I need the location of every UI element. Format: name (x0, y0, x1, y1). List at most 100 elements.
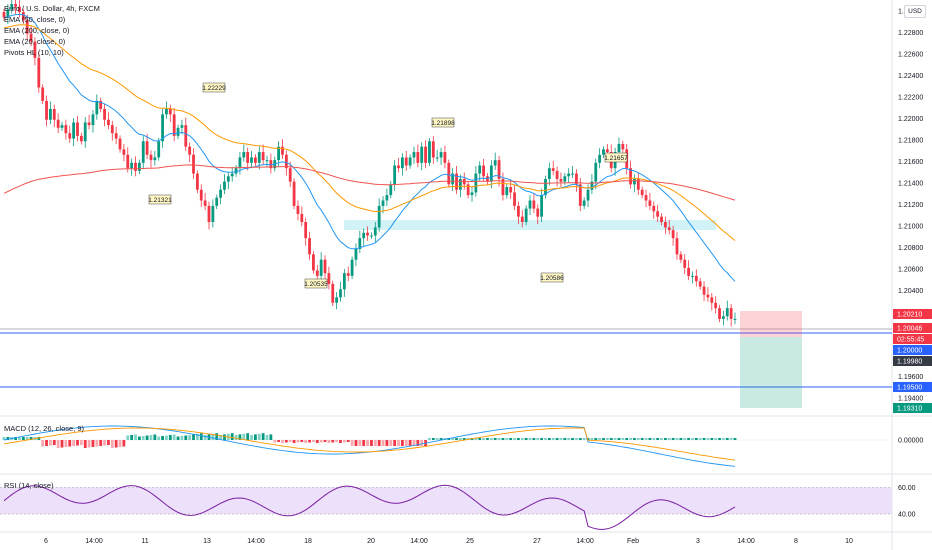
pivot-box (604, 152, 628, 163)
candle-body (87, 122, 91, 126)
macd-histogram-bar (234, 435, 238, 440)
candle-body (660, 216, 663, 223)
candle-body (478, 165, 482, 174)
price-tick-label: 1.19400 (898, 395, 923, 402)
pivot-text: 1.22229 (202, 85, 226, 92)
macd-histogram-bar (68, 440, 72, 447)
candle-body (172, 114, 176, 136)
candle-body (362, 232, 366, 239)
macd-histogram-bar (551, 438, 555, 440)
symbol-title[interactable]: Euro / U.S. Dollar, 4h, FXCM (4, 4, 100, 13)
ema200-legend[interactable]: EMA (200, close, 0) (4, 26, 70, 35)
rsi-legend[interactable]: RSI (14, close) (4, 481, 54, 490)
macd-histogram-bar (265, 435, 269, 440)
price-tag-bg (893, 345, 932, 355)
macd-histogram-bar (72, 440, 76, 446)
candle-body (648, 200, 652, 206)
candle-body (551, 168, 555, 171)
candle-body (544, 178, 547, 196)
macd-histogram-bar (149, 435, 153, 440)
candle-body (211, 205, 215, 223)
macd-histogram-bar (161, 436, 164, 440)
price-tick-label: 1.22800 (898, 30, 923, 37)
macd-histogram-bar (679, 438, 683, 440)
macd-histogram-bar (675, 438, 679, 440)
macd-histogram-bar (687, 438, 690, 440)
macd-histogram-bar (733, 438, 737, 440)
currency-button[interactable]: USD (904, 5, 926, 18)
candle-body (292, 181, 296, 206)
candle-body (304, 222, 308, 239)
candle-body (21, 12, 25, 21)
candle-body (308, 238, 311, 255)
macd-histogram-bar (439, 438, 443, 440)
macd-histogram-bar (95, 440, 99, 447)
macd-histogram-bar (335, 440, 339, 442)
ema20-legend[interactable]: EMA (20, close, 0) (4, 37, 66, 46)
macd-histogram-bar (501, 438, 505, 440)
candle-body (710, 297, 714, 303)
price-tag-bg (893, 382, 932, 392)
candle-body (168, 108, 172, 115)
macd-histogram-bar (536, 438, 540, 440)
macd-histogram-bar (172, 434, 176, 440)
macd-histogram-bar (377, 440, 381, 446)
candle-body (447, 162, 451, 185)
pivot-label: 1.21657 (604, 152, 628, 163)
macd-histogram-bar (107, 440, 110, 445)
candle-body (428, 141, 431, 163)
candle-body (547, 168, 551, 179)
candle-body (694, 275, 698, 282)
candle-body (137, 162, 141, 171)
macd-histogram-bar (544, 438, 547, 440)
macd-histogram-bar (118, 440, 122, 447)
macd-legend[interactable]: MACD (12, 26, close, 9) (4, 424, 85, 433)
candle-body (640, 189, 644, 196)
macd-histogram-bar (327, 440, 331, 443)
macd-histogram-bar (656, 438, 660, 440)
macd-histogram-bar (447, 438, 451, 440)
macd-histogram-bar (199, 433, 203, 440)
candle-body (691, 275, 694, 277)
macd-histogram-bar (315, 440, 319, 443)
macd-histogram-bar (706, 438, 710, 440)
candle-body (466, 184, 470, 196)
rsi-line (3, 484, 736, 530)
candle-body (424, 146, 427, 163)
macd-histogram-bar (192, 434, 195, 440)
candle-body (277, 146, 281, 161)
time-tick-label: 14:00 (85, 538, 103, 545)
macd-histogram-bar (45, 440, 48, 446)
candle-body (126, 154, 130, 169)
candle-body (718, 308, 721, 319)
macd-histogram-bar (567, 438, 571, 440)
candle-body (91, 114, 95, 126)
price-tag: 02:55:45 (893, 334, 932, 344)
candle-body (141, 141, 145, 163)
candle-body (702, 286, 706, 295)
macd-histogram-bar (2, 437, 6, 440)
pivot-text: 1.21657 (604, 155, 628, 162)
candle-body (192, 154, 195, 174)
macd-histogram-bar (87, 440, 91, 448)
candle-body (76, 122, 79, 136)
pivots-legend[interactable]: Pivots HL (10, 10) (4, 48, 64, 57)
macd-histogram-bar (474, 438, 478, 440)
candle-body (497, 160, 501, 179)
ema200-line (3, 164, 736, 201)
ema20-line (3, 13, 736, 282)
pivot-text: 1.21898 (431, 120, 455, 127)
macd-histogram-bar (308, 440, 311, 443)
candle-body (165, 108, 168, 115)
candle-body (528, 200, 532, 209)
candle-body (602, 149, 605, 155)
macd-histogram-bar (489, 438, 493, 440)
ema50-legend[interactable]: EMA (50, close, 0) (4, 15, 66, 24)
candle-body (598, 154, 602, 163)
candle-body (571, 173, 574, 175)
macd-histogram-bar (520, 438, 524, 440)
macd-histogram-bar (18, 437, 21, 440)
candle-body (493, 160, 497, 166)
